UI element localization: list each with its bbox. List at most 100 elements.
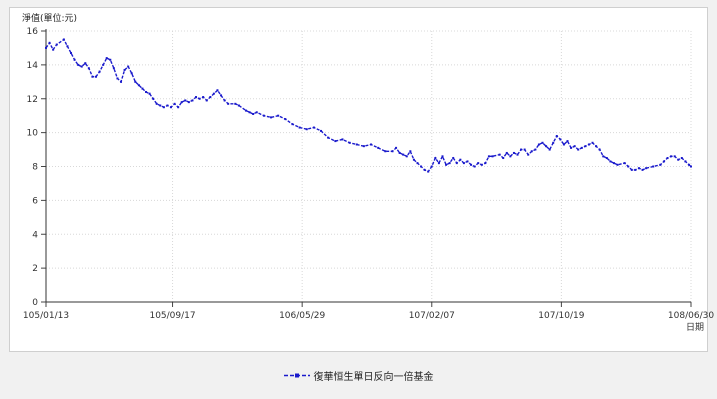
x-tick-label: 107/02/07 bbox=[409, 311, 455, 321]
data-point bbox=[198, 97, 201, 100]
data-point bbox=[659, 163, 662, 166]
data-point bbox=[137, 84, 140, 87]
data-point bbox=[95, 75, 98, 78]
data-point bbox=[130, 72, 133, 75]
data-point bbox=[670, 155, 673, 158]
data-point bbox=[652, 165, 655, 168]
data-point bbox=[52, 48, 55, 51]
data-point bbox=[598, 148, 601, 151]
data-point bbox=[73, 58, 76, 61]
data-point bbox=[434, 157, 437, 160]
data-point bbox=[245, 109, 248, 112]
data-point bbox=[666, 157, 669, 160]
data-point bbox=[55, 43, 58, 46]
data-point bbox=[609, 160, 612, 163]
data-point bbox=[427, 170, 430, 173]
data-point bbox=[148, 92, 151, 95]
data-point bbox=[487, 155, 490, 158]
data-point bbox=[566, 140, 569, 143]
data-point bbox=[412, 158, 415, 161]
data-point bbox=[662, 160, 665, 163]
data-point bbox=[166, 104, 169, 107]
data-point bbox=[145, 90, 148, 93]
data-point bbox=[202, 96, 205, 99]
data-point bbox=[484, 162, 487, 165]
data-point bbox=[348, 141, 351, 144]
data-point bbox=[548, 148, 551, 151]
data-point bbox=[355, 143, 358, 146]
data-point bbox=[184, 99, 187, 102]
legend-label: 復華恒生單日反向一倍基金 bbox=[313, 372, 434, 383]
data-point bbox=[220, 94, 223, 97]
data-point bbox=[577, 148, 580, 151]
data-point bbox=[498, 153, 501, 156]
data-point bbox=[152, 97, 155, 100]
data-point bbox=[270, 116, 273, 119]
data-point bbox=[80, 65, 83, 68]
series-line bbox=[45, 38, 692, 173]
data-point bbox=[102, 63, 105, 66]
data-point bbox=[327, 136, 330, 139]
data-point bbox=[291, 123, 294, 126]
data-point bbox=[423, 168, 426, 171]
data-point bbox=[362, 145, 365, 148]
data-point bbox=[395, 146, 398, 149]
y-tick-label: 6 bbox=[32, 196, 38, 206]
data-point bbox=[527, 153, 530, 156]
y-tick-label: 0 bbox=[32, 298, 38, 308]
data-point bbox=[384, 150, 387, 153]
data-point bbox=[673, 155, 676, 158]
data-point bbox=[470, 163, 473, 166]
data-point bbox=[409, 150, 412, 153]
y-tick-label: 10 bbox=[27, 129, 39, 139]
data-point bbox=[477, 162, 480, 165]
data-point bbox=[237, 104, 240, 107]
data-point bbox=[555, 135, 558, 138]
data-point bbox=[377, 146, 380, 149]
data-point bbox=[595, 145, 598, 148]
data-point bbox=[234, 102, 237, 105]
x-tick-label: 108/06/30 bbox=[668, 311, 714, 321]
data-point bbox=[570, 146, 573, 149]
data-point bbox=[252, 112, 255, 115]
data-point bbox=[116, 77, 119, 80]
y-tick-label: 8 bbox=[32, 163, 38, 173]
data-point bbox=[545, 145, 548, 148]
legend-swatch bbox=[283, 373, 310, 378]
data-point bbox=[687, 163, 690, 166]
data-point bbox=[552, 141, 555, 144]
data-point bbox=[680, 157, 683, 160]
data-point bbox=[212, 92, 215, 95]
data-point bbox=[70, 52, 73, 55]
y-tick-label: 12 bbox=[27, 95, 38, 105]
data-point bbox=[320, 129, 323, 132]
data-point bbox=[334, 140, 337, 143]
data-point bbox=[398, 151, 401, 154]
data-point bbox=[491, 155, 494, 158]
data-point bbox=[530, 150, 533, 153]
data-point bbox=[420, 165, 423, 168]
data-point bbox=[541, 141, 544, 144]
data-point bbox=[284, 118, 287, 121]
data-point bbox=[677, 158, 680, 161]
legend: 復華恒生單日反向一倍基金 bbox=[0, 368, 717, 383]
data-point bbox=[87, 67, 90, 70]
data-point bbox=[523, 148, 526, 151]
y-tick-label: 4 bbox=[32, 230, 38, 240]
data-point bbox=[580, 146, 583, 149]
y-tick-label: 14 bbox=[27, 61, 39, 71]
data-point bbox=[112, 67, 115, 70]
data-point bbox=[127, 65, 130, 68]
data-point bbox=[305, 128, 308, 131]
data-point bbox=[452, 157, 455, 160]
data-point bbox=[162, 106, 165, 109]
data-point bbox=[690, 165, 692, 168]
data-point bbox=[141, 87, 144, 90]
data-point bbox=[187, 101, 190, 104]
data-point bbox=[462, 162, 465, 165]
data-point bbox=[623, 162, 626, 165]
data-point bbox=[441, 155, 444, 158]
data-point bbox=[134, 80, 137, 83]
data-point bbox=[223, 99, 226, 102]
